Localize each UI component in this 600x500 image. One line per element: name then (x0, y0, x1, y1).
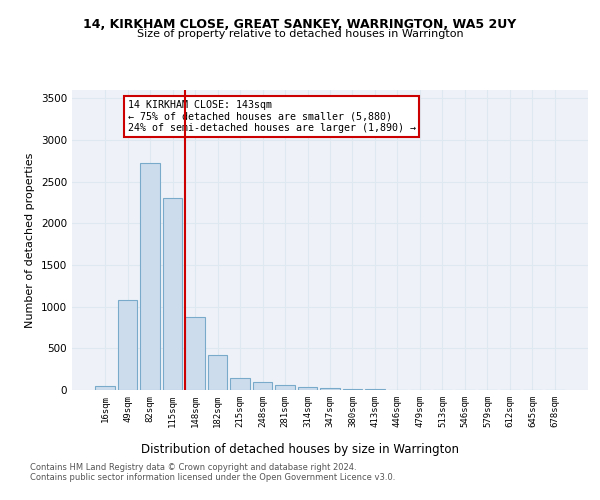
Bar (140, 164, 160, 390)
Bar (320, 388, 340, 390)
Text: Contains public sector information licensed under the Open Government Licence v3: Contains public sector information licen… (30, 474, 395, 482)
Text: Contains HM Land Registry data © Crown copyright and database right 2024.: Contains HM Land Registry data © Crown c… (30, 464, 356, 472)
Bar (343, 389, 362, 390)
Text: 14 KIRKHAM CLOSE: 143sqm
← 75% of detached houses are smaller (5,880)
24% of sem: 14 KIRKHAM CLOSE: 143sqm ← 75% of detach… (128, 100, 416, 133)
Bar (185, 316, 205, 390)
Bar (275, 385, 295, 390)
Bar (298, 386, 317, 390)
Bar (253, 382, 272, 390)
Bar (163, 198, 182, 390)
Bar (118, 300, 137, 390)
Text: Size of property relative to detached houses in Warrington: Size of property relative to detached ho… (137, 29, 463, 39)
Bar (208, 355, 227, 390)
Y-axis label: Number of detached properties: Number of detached properties (25, 152, 35, 328)
Bar (95, 386, 115, 390)
Text: Distribution of detached houses by size in Warrington: Distribution of detached houses by size … (141, 442, 459, 456)
Text: 14, KIRKHAM CLOSE, GREAT SANKEY, WARRINGTON, WA5 2UY: 14, KIRKHAM CLOSE, GREAT SANKEY, WARRING… (83, 18, 517, 30)
Bar (230, 378, 250, 390)
